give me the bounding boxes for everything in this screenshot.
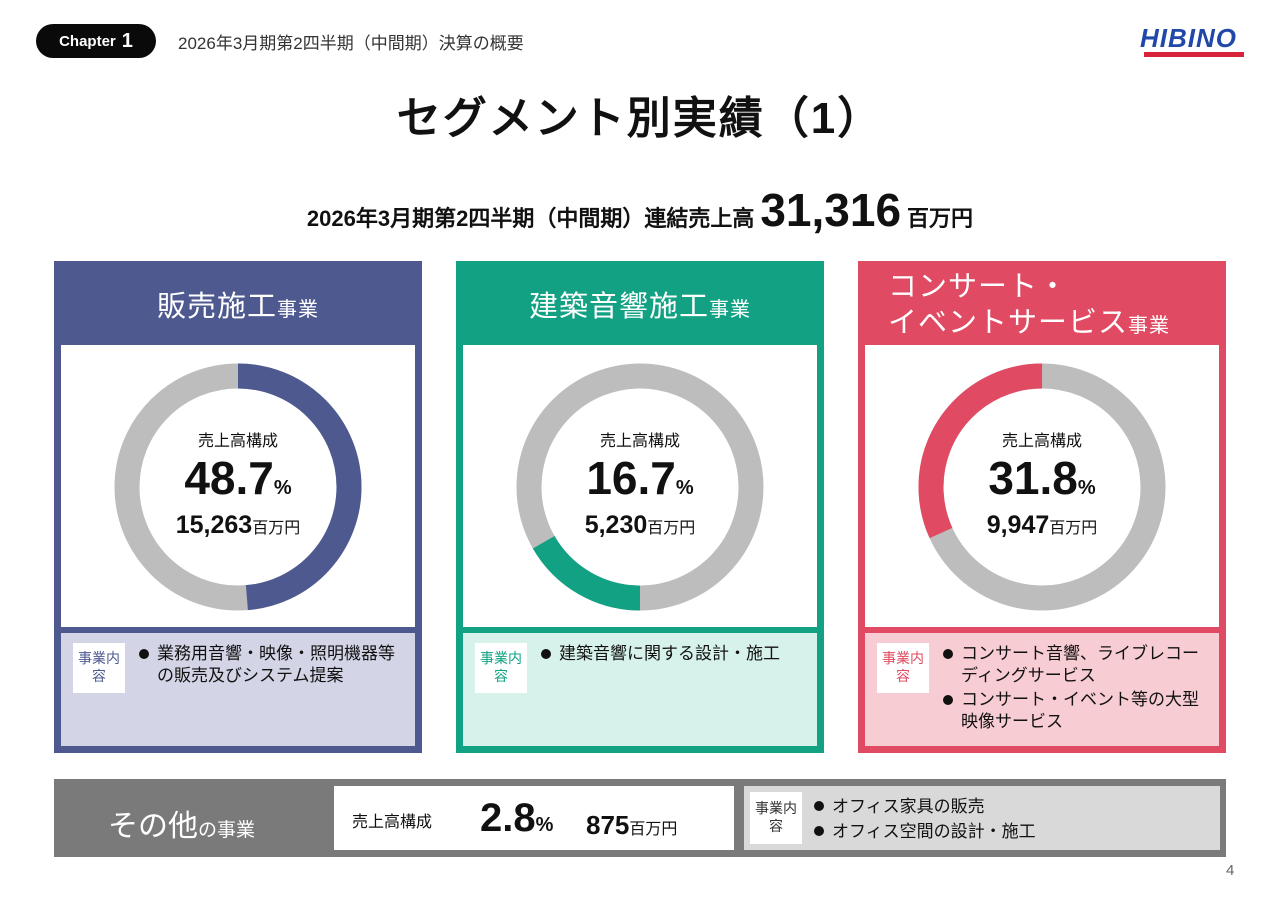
business-tag: 事業内容 <box>877 643 929 693</box>
amount-unit: 百万円 <box>647 520 696 537</box>
segment-name: コンサート・イベントサービス事業 <box>888 269 1256 344</box>
segment-header: 建築音響施工事業 <box>456 261 824 345</box>
segment-name-suffix: 事業 <box>709 299 751 321</box>
donut-segment-arc <box>114 363 362 611</box>
segment-header: 販売施工事業 <box>54 261 422 345</box>
bullet-item: コンサート・イベント等の大型映像サービス <box>941 689 1211 733</box>
segment-card-architectural: 建築音響施工事業 売上高構成 16.7% 5,230百万円 事業内容 建築音響に… <box>456 261 824 753</box>
business-description: 事業内容 建築音響に関する設計・施工 <box>463 633 817 746</box>
bullet-item: コンサート音響、ライブレコーディングサービス <box>941 643 1211 687</box>
business-tag: 事業内容 <box>475 643 527 693</box>
share-value: 16.7 <box>586 452 676 504</box>
other-description: 事業内容 オフィス家具の販売 オフィス空間の設計・施工 <box>744 786 1220 850</box>
share-percent: 16.7% <box>463 451 817 505</box>
other-figures: 売上高構成 2.8% 875百万円 <box>334 786 734 850</box>
donut-chart <box>516 363 764 611</box>
donut-chart <box>918 363 1166 611</box>
share-percent: 48.7% <box>61 451 415 505</box>
amount-value: 5,230 <box>584 511 648 539</box>
chapter-badge: Chapter 1 <box>36 24 156 58</box>
other-name-suffix: の事業 <box>198 820 256 841</box>
other-name: その他の事業 <box>108 801 255 845</box>
business-description: 事業内容 コンサート音響、ライブレコーディングサービス コンサート・イベント等の… <box>865 633 1219 746</box>
other-amount-value: 875 <box>586 810 630 840</box>
chapter-number: 1 <box>121 29 133 52</box>
chapter-word: Chapter <box>59 32 116 50</box>
business-tag: 事業内容 <box>73 643 125 693</box>
business-bullets: コンサート音響、ライブレコーディングサービス コンサート・イベント等の大型映像サ… <box>941 643 1211 735</box>
other-business-bar: その他の事業 売上高構成 2.8% 875百万円 事業内容 オフィス家具の販売 … <box>54 779 1226 857</box>
chart-box: 売上高構成 16.7% 5,230百万円 <box>463 345 817 627</box>
donut-segment-arc <box>516 363 764 611</box>
segment-card-concert: コンサート・イベントサービス事業 売上高構成 31.8% 9,947百万円 事業… <box>858 261 1226 753</box>
other-share: 2.8% <box>480 796 553 841</box>
segment-name-main: イベントサービス <box>888 307 1129 339</box>
header-title: 2026年3月期第2四半期（中間期）決算の概要 <box>178 34 524 53</box>
sales-amount: 15,263百万円 <box>61 511 415 540</box>
amount-unit: 百万円 <box>252 520 301 537</box>
amount-value: 15,263 <box>175 511 253 539</box>
summary-value: 31,316 <box>760 184 902 236</box>
amount-unit: 百万円 <box>1049 520 1098 537</box>
revenue-summary: 2026年3月期第2四半期（中間期）連結売上高 31,316 百万円 <box>0 183 1280 237</box>
share-unit: % <box>675 477 694 499</box>
page-title: セグメント別実績（1） <box>396 94 884 143</box>
sales-amount: 9,947百万円 <box>865 511 1219 540</box>
bullet-item: オフィス空間の設計・施工 <box>812 819 1036 844</box>
segment-name-line1: コンサート・ <box>888 271 1069 303</box>
share-value: 31.8 <box>988 452 1078 504</box>
donut-segment-arc <box>918 363 1166 611</box>
business-description: 事業内容 業務用音響・映像・照明機器等の販売及びシステム提案 <box>61 633 415 746</box>
chart-caption: 売上高構成 <box>1001 433 1082 450</box>
chart-caption: 売上高構成 <box>197 433 278 450</box>
segment-name: 販売施工事業 <box>54 283 422 325</box>
logo-underline <box>1144 52 1244 57</box>
bullet-item: 建築音響に関する設計・施工 <box>539 643 809 665</box>
logo-text: HIBINO <box>1140 23 1237 53</box>
sales-amount: 5,230百万円 <box>463 511 817 540</box>
segment-name-main: 販売施工 <box>156 291 277 323</box>
other-share-value: 2.8 <box>480 796 536 840</box>
chart-box: 売上高構成 48.7% 15,263百万円 <box>61 345 415 627</box>
bullet-item: 業務用音響・映像・照明機器等の販売及びシステム提案 <box>137 643 407 687</box>
share-unit: % <box>1077 477 1096 499</box>
segment-name-suffix: 事業 <box>277 299 319 321</box>
other-bullets: オフィス家具の販売 オフィス空間の設計・施工 <box>812 794 1036 844</box>
other-name-main: その他 <box>108 810 198 843</box>
business-tag: 事業内容 <box>750 792 802 844</box>
share-value: 48.7 <box>184 452 274 504</box>
other-share-unit: % <box>535 814 554 836</box>
donut-chart <box>114 363 362 611</box>
summary-unit: 百万円 <box>907 206 974 231</box>
segment-card-sales: 販売施工事業 売上高構成 48.7% 15,263百万円 事業内容 業務用音響・… <box>54 261 422 753</box>
other-amount: 875百万円 <box>586 810 677 841</box>
segment-name: 建築音響施工事業 <box>456 283 824 325</box>
business-bullets: 業務用音響・映像・照明機器等の販売及びシステム提案 <box>137 643 407 689</box>
amount-value: 9,947 <box>986 511 1050 539</box>
page-number: 4 <box>1226 862 1235 879</box>
share-unit: % <box>273 477 292 499</box>
hibino-logo: HIBINO <box>1140 24 1248 58</box>
chart-caption: 売上高構成 <box>599 433 680 450</box>
business-bullets: 建築音響に関する設計・施工 <box>539 643 809 667</box>
share-percent: 31.8% <box>865 451 1219 505</box>
bullet-item: オフィス家具の販売 <box>812 794 1036 819</box>
segment-header: コンサート・イベントサービス事業 <box>858 261 1226 345</box>
segment-name-suffix: 事業 <box>1128 315 1171 337</box>
chart-box: 売上高構成 31.8% 9,947百万円 <box>865 345 1219 627</box>
segment-name-main: 建築音響施工 <box>528 291 709 323</box>
summary-label: 2026年3月期第2四半期（中間期）連結売上高 <box>306 206 755 231</box>
other-caption: 売上高構成 <box>352 814 433 831</box>
other-amount-unit: 百万円 <box>629 821 678 838</box>
